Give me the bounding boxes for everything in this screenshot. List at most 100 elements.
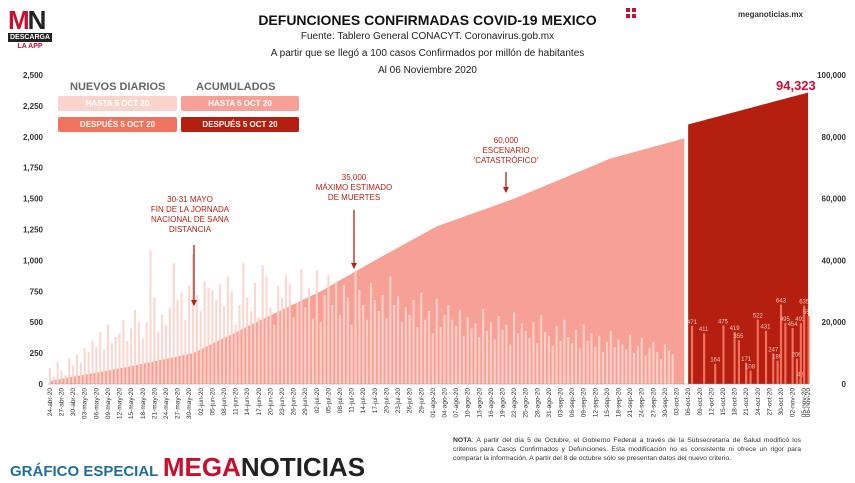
x-axis-tick-label: 11-jul-20 [349,388,356,413]
daily-bar-before [509,344,512,384]
daily-bar-before [389,276,392,384]
daily-bar-after [714,363,717,384]
daily-bar-after-label: 164 [710,358,721,364]
x-axis-tick-label: 06-may-20 [93,388,100,419]
daily-bar-before [145,322,148,384]
x-axis-tick-label: 31-ago-20 [546,388,553,418]
daily-bar-before [443,314,446,384]
legend-title-cumulative: ACUMULADOS [196,81,276,93]
left-axis-tick-label: 2,500 [23,71,44,80]
daily-bar-before [342,285,345,384]
meganoticias-logo[interactable]: MN DESCARGA LA APP [8,7,52,51]
daily-bar-before [141,338,144,384]
daily-bar-before [354,270,357,384]
x-axis-tick-label: 14-jun-20 [244,388,251,416]
daily-bar-before [184,319,187,384]
daily-bar-after-label: 635 [799,300,810,306]
daily-bar-before [277,286,280,384]
x-axis-tick-label: 15-sep-20 [604,388,611,418]
daily-bar-after [756,319,759,384]
daily-bar-after-label: 475 [718,319,729,325]
legend-daily-before: HASTA 5 OCT 20 [58,96,177,111]
daily-bar-before [571,343,574,384]
daily-bar-after [737,340,741,384]
daily-bar-before [439,327,442,384]
x-axis-tick-label: 07-ago-20 [453,388,460,418]
daily-bar-before [416,327,419,384]
daily-bar-before [501,329,504,384]
daily-bar-before [137,322,140,384]
legend-title-daily: NUEVOS DIARIOS [70,81,166,93]
x-axis-tick-label: 02-jul-20 [314,388,321,414]
daily-bar-before [222,306,226,384]
daily-bar-before [667,350,670,384]
annotation-maximo-estimado-arrowhead [351,263,357,269]
daily-bar-before [366,319,369,384]
x-axis-tick-label: 01-ago-20 [430,388,437,418]
daily-bar-after-label: 171 [741,357,752,363]
daily-bar-before [474,323,477,384]
daily-bar-before [284,275,287,384]
daily-bar-before [323,295,326,384]
daily-bar-before [87,351,90,384]
daily-bar-before [404,307,407,384]
daily-bar-before [427,311,431,384]
x-axis-tick-label: 24-may-20 [163,388,170,419]
daily-bar-before [663,344,667,384]
daily-bar-after [807,315,810,384]
x-axis-tick-label: 24-abr-20 [47,388,54,417]
x-axis-tick-label: 17-jul-20 [372,388,379,414]
daily-bar-before [300,269,303,384]
site-url[interactable]: meganoticias.mx [738,10,803,19]
daily-bar-before [269,307,272,384]
daily-bar-before [75,354,79,384]
daily-bar-before [640,338,643,384]
x-axis-tick-label: 29-jul-20 [418,388,425,414]
x-axis-tick-label: 13-ago-20 [476,388,483,418]
daily-bar-before [161,314,164,384]
x-axis-tick-label: 05-jul-20 [325,388,332,414]
x-axis-tick-label: 30-oct-20 [778,388,785,416]
daily-bar-after [733,332,736,384]
daily-bar-before [393,304,396,384]
daily-bar-before [168,307,171,384]
daily-bar-before [408,314,411,384]
daily-bar-before [114,337,117,384]
left-axis-tick-label: 1,000 [23,256,44,265]
daily-bar-after [764,330,768,384]
chart-title: DEFUNCIONES CONFIRMADAS COVID-19 MEXICO [258,12,597,28]
chart-subtitle-source: Fuente: Tablero General CONACYT. Coronav… [300,31,555,42]
x-axis-tick-label: 09-sep-20 [581,388,588,418]
daily-bar-before [56,361,59,384]
daily-bar-before [52,376,55,384]
daily-bar-after-label: 108 [745,365,756,371]
daily-bar-before [358,290,361,384]
annotation-maximo-estimado-text: DE MUERTES [328,193,380,202]
left-axis-tick-label: 0 [39,380,44,389]
daily-bar-before [435,298,438,384]
daily-bar-before [617,339,620,384]
x-axis-tick-label: 18-oct-20 [732,388,739,416]
annotation-sana-distancia-text: 30-31 MAYO [167,195,213,204]
x-axis-tick-label: 02-jun-20 [198,388,205,416]
x-axis-tick-label: 12-sep-20 [592,388,599,418]
daily-bar-before [497,316,500,384]
daily-bar-before [311,318,315,384]
chart-subtitle-criteria: A partir que se llegó a 100 casos Confir… [270,48,585,59]
x-axis-tick-label: 18-may-20 [140,388,147,419]
daily-bar-before [621,344,624,384]
daily-bar-before [586,340,589,384]
x-axis-tick-label: 27-sep-20 [650,388,657,418]
daily-bar-before [103,349,106,384]
x-axis-tick-label: 20-jun-20 [267,388,274,416]
daily-bar-before [215,299,218,384]
daily-bar-before [164,324,168,384]
daily-bar-after-label: 247 [768,347,779,353]
annotation-escenario-catastrofico-text: 'CATASTRÓFICO' [474,156,539,165]
daily-bar-after [776,360,779,384]
daily-bar-before [598,335,601,384]
daily-bar-before [516,333,520,384]
x-axis-tick-label: 05-jun-20 [209,388,216,416]
daily-bar-before [265,276,268,384]
daily-bar-after [772,353,775,384]
